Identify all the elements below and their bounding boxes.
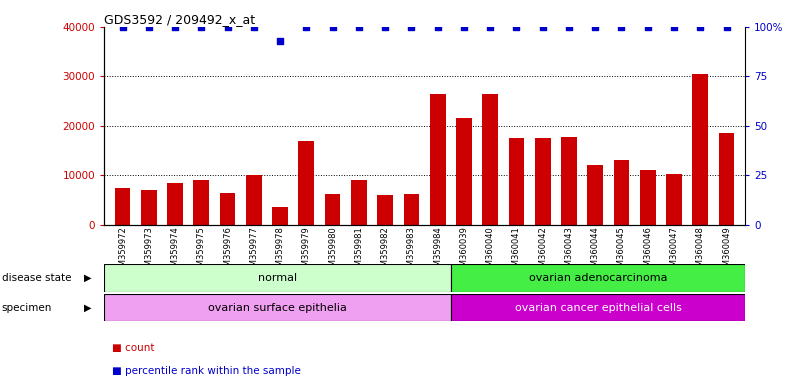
Text: specimen: specimen (2, 303, 52, 313)
Text: ovarian adenocarcinoma: ovarian adenocarcinoma (529, 273, 667, 283)
Point (484, 24, 497, 30)
Point (405, 24, 418, 30)
Point (615, 24, 628, 30)
Bar (219, 192, 235, 225)
Point (694, 24, 706, 30)
Point (510, 24, 523, 30)
Bar (324, 194, 340, 225)
Point (326, 24, 339, 30)
Point (379, 24, 392, 30)
Point (589, 24, 602, 30)
Point (562, 24, 575, 30)
Bar (351, 180, 367, 225)
Bar (272, 207, 288, 225)
Point (431, 24, 444, 30)
Point (195, 24, 207, 30)
Point (274, 38, 287, 44)
Point (352, 24, 365, 30)
Bar (666, 174, 682, 225)
Bar (104, 264, 451, 292)
Bar (404, 194, 419, 225)
Text: disease state: disease state (2, 273, 71, 283)
Point (169, 24, 182, 30)
Bar (451, 264, 745, 292)
Text: GDS3592 / 209492_x_at: GDS3592 / 209492_x_at (104, 13, 256, 26)
Bar (456, 118, 472, 225)
Bar (377, 195, 393, 225)
Point (248, 24, 260, 30)
Text: ovarian surface epithelia: ovarian surface epithelia (208, 303, 347, 313)
Point (221, 24, 234, 30)
Text: ▶: ▶ (84, 303, 91, 313)
Point (537, 24, 549, 30)
Text: ■ count: ■ count (112, 343, 155, 353)
Bar (718, 133, 735, 225)
Bar (167, 183, 183, 225)
Text: ovarian cancer epithelial cells: ovarian cancer epithelial cells (515, 303, 682, 313)
Text: normal: normal (258, 273, 297, 283)
Bar (640, 170, 656, 225)
Point (720, 24, 733, 30)
Bar (246, 175, 262, 225)
Bar (141, 190, 157, 225)
Point (300, 24, 312, 30)
Bar (587, 166, 603, 225)
Text: ▶: ▶ (84, 273, 91, 283)
Bar (104, 294, 451, 321)
Bar (451, 294, 745, 321)
Text: ■ percentile rank within the sample: ■ percentile rank within the sample (112, 366, 301, 376)
Point (116, 24, 129, 30)
Bar (509, 138, 525, 225)
Point (667, 24, 680, 30)
Bar (430, 94, 445, 225)
Bar (614, 161, 630, 225)
Bar (482, 94, 498, 225)
Bar (193, 180, 209, 225)
Bar (561, 137, 577, 225)
Point (642, 24, 654, 30)
Bar (115, 187, 131, 225)
Point (143, 24, 155, 30)
Point (457, 24, 470, 30)
Bar (692, 74, 708, 225)
Bar (535, 138, 550, 225)
Bar (299, 141, 314, 225)
